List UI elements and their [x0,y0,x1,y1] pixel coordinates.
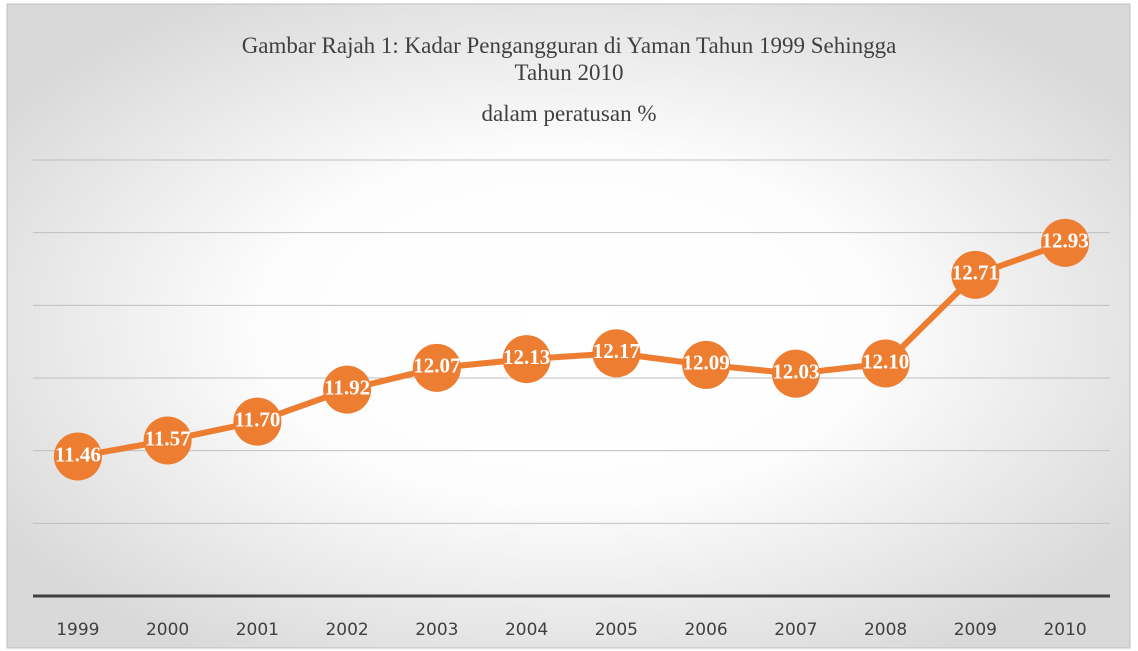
x-tick-label: 2001 [236,620,279,640]
data-label: 11.57 [145,426,191,450]
marker [323,365,372,414]
x-tick-label: 2004 [505,620,548,640]
x-tick-label: 2010 [1043,620,1086,640]
marker [682,340,731,389]
data-label: 11.70 [234,407,280,431]
data-label: 12.93 [1042,229,1089,253]
x-tick-label: 2000 [146,620,189,640]
data-label: 12.07 [413,354,460,378]
chart-background [6,3,1131,649]
data-label: 11.46 [55,442,101,466]
x-tick-label: 2007 [774,620,817,640]
x-tick-label: 2009 [954,620,997,640]
marker [233,397,282,446]
data-label: 12.03 [772,359,819,383]
marker [1041,218,1090,267]
marker [951,250,1000,299]
data-label: 11.92 [324,375,370,399]
chart-title: Gambar Rajah 1: Kadar Pengangguran di Ya… [241,33,897,85]
marker [502,335,551,384]
x-tick-label: 1999 [56,620,99,640]
x-tick-label: 2006 [684,620,727,640]
marker [143,416,192,465]
data-label: 12.09 [683,351,730,375]
data-label: 12.71 [952,261,999,285]
chart-subtitle: dalam peratusan % [481,101,657,126]
x-tick-label: 2002 [325,620,368,640]
marker [771,349,820,398]
data-label: 12.10 [862,349,909,373]
x-tick-label: 2005 [595,620,638,640]
marker [412,343,461,392]
x-tick-label: 2003 [415,620,458,640]
marker [53,432,102,481]
data-label: 12.13 [503,345,550,369]
x-tick-label: 2008 [864,620,907,640]
marker [592,329,641,378]
marker [861,339,910,388]
data-label: 12.17 [593,339,640,363]
